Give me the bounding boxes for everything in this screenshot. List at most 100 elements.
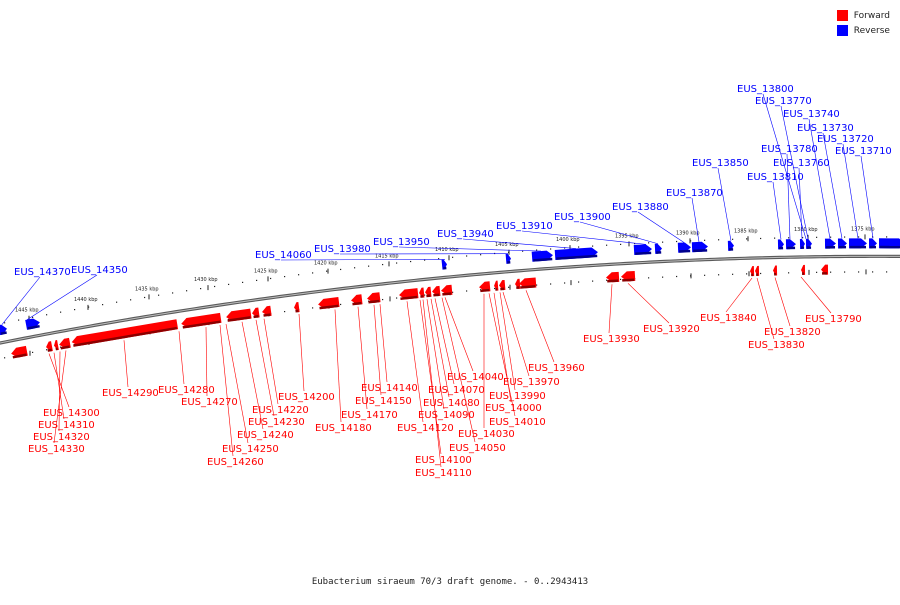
gene-leader-line [124,340,128,387]
minor-tick [816,237,817,238]
gene-arrow-shadow [850,246,866,249]
gene-arrow-shadow [880,246,900,249]
gene-arrow [58,338,71,350]
gene-label: EUS_13950 [373,237,430,248]
gene-arrow-shadow [433,293,439,296]
gene-arrow [634,244,653,255]
minor-tick [844,236,845,237]
gene-arrow-shadow [480,289,489,292]
gene-label: EUS_13760 [773,158,830,169]
minor-tick [382,264,383,265]
minor-tick [116,302,117,303]
gene-label: EUS_13900 [554,212,611,223]
minor-tick [760,238,761,239]
gene-arrow-shadow [622,278,634,281]
gene-arrow-shadow [443,267,446,270]
gene-arrow-shadow [47,349,51,352]
gene-arrow [419,288,425,298]
minor-tick [326,271,327,272]
gene-leader-line [423,300,441,467]
gene-label: EUS_14290 [102,388,159,399]
gene-label: EUS_13980 [314,244,371,255]
gene-label: EUS_13960 [528,363,585,374]
gene-label: EUS_14170 [341,410,398,421]
scale-label: 1445 kbp [15,308,39,314]
gene-arrow-shadow [787,247,795,250]
gene-arrow-shadow [426,294,430,297]
gene-arrow [728,241,734,251]
gene-label: EUS_13940 [437,229,494,240]
gene-label: EUS_13810 [747,172,804,183]
gene-label: EUS_14070 [428,385,485,396]
minor-tick [354,267,355,268]
gene-arrow [838,238,847,248]
reverse-swatch [837,25,848,36]
minor-tick [662,277,663,278]
gene-arrow-shadow [607,279,618,282]
legend: Forward Reverse [837,8,890,38]
gene-label: EUS_14370 [14,267,71,278]
gene-arrow-shadow [870,246,876,249]
minor-tick [760,273,761,274]
minor-tick [368,266,369,267]
scale-label: 1440 kbp [74,297,98,303]
gene-label: EUS_14310 [38,420,95,431]
gene-label: EUS_13800 [737,84,794,95]
gene-label: EUS_14040 [447,372,504,383]
minor-tick [858,236,859,237]
gene-label: EUS_13970 [503,377,560,388]
minor-tick [648,242,649,243]
gene-arrow-shadow [826,246,835,249]
minor-tick [746,273,747,274]
minor-tick [718,274,719,275]
gene-label: EUS_13730 [797,123,854,134]
gene-arrow [655,244,662,254]
scale-label: 1415 kbp [375,253,399,259]
gene-arrow [494,281,499,291]
gene-arrow [773,265,777,275]
minor-tick [242,282,243,283]
gene-arrow [606,272,620,283]
minor-tick [46,349,47,350]
minor-tick [732,239,733,240]
minor-tick [284,311,285,312]
minor-tick [4,357,5,358]
gene-arrow-shadow [507,261,510,264]
gene-arrow [692,242,708,253]
gene-label: EUS_14330 [28,444,85,455]
gene-arrow [45,341,53,352]
gene-arrow-shadow [253,315,258,318]
minor-tick [578,246,579,247]
gene-label: EUS_14200 [278,392,335,403]
minor-tick [270,278,271,279]
minor-tick [340,304,341,305]
gene-leader-line [609,284,612,333]
minor-tick [74,309,75,310]
gene-arrow [366,292,380,303]
gene-label: EUS_13880 [612,202,669,213]
minor-tick [788,237,789,238]
minor-tick [158,295,159,296]
gene-leader-line [580,222,658,244]
minor-tick [298,274,299,275]
gene-arrow-shadow [802,272,804,275]
gene-arrow-shadow [263,313,270,316]
gene-label: EUS_13910 [496,221,553,232]
gene-arrow [825,239,836,249]
minor-tick [466,255,467,256]
gene-arrow [499,280,506,290]
minor-tick [886,236,887,237]
gene-arrow [479,281,491,292]
gene-arrow [801,265,805,275]
gene-arrow [750,266,754,276]
scale-label: 1425 kbp [254,268,278,274]
minor-tick [508,287,509,288]
minor-tick [186,290,187,291]
gene-arrow-shadow [516,286,519,289]
minor-tick [816,272,817,273]
minor-tick [774,238,775,239]
gene-arrow [879,238,900,248]
